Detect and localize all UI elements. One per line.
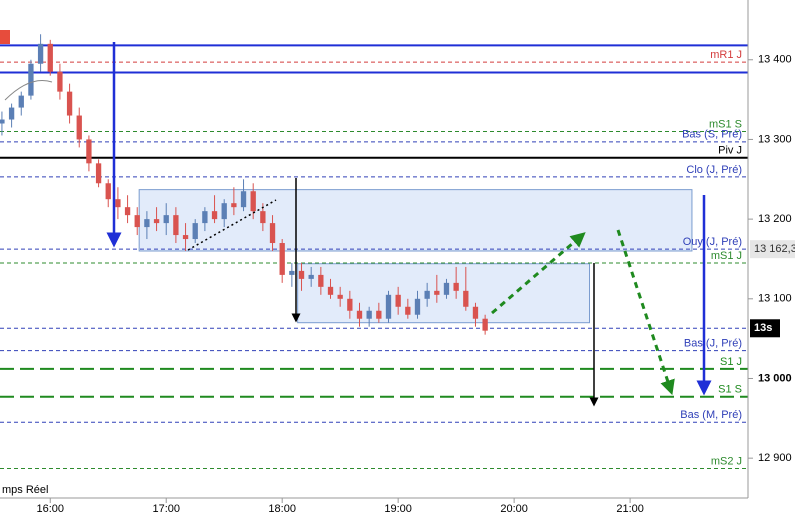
level-label: mR1 J — [710, 49, 742, 61]
x-tick-label: 16:00 — [36, 503, 64, 515]
y-tick-label: 13 200 — [758, 213, 792, 225]
candle-body — [327, 286, 334, 295]
level-label: Ouy (J, Pré) — [683, 236, 742, 248]
candle-body — [434, 290, 440, 295]
candle-body — [153, 219, 160, 224]
level-label: S1 J — [720, 356, 742, 368]
candle-body — [8, 107, 15, 120]
arrow — [491, 232, 586, 315]
candle-body — [163, 215, 169, 224]
price-tag — [750, 319, 780, 338]
candle-body — [115, 199, 121, 208]
candle-body — [95, 163, 102, 184]
zone — [138, 189, 693, 252]
candle-body — [57, 71, 63, 92]
candle-body — [37, 43, 44, 64]
candle-body — [86, 139, 92, 164]
x-tick-label: 21:00 — [616, 503, 644, 515]
candle-body — [182, 235, 189, 240]
candle-body — [318, 274, 324, 287]
level-label: Piv J — [718, 145, 742, 157]
candle-body — [289, 270, 295, 275]
candle-body — [279, 243, 285, 275]
candle-body — [211, 211, 218, 220]
close-tab[interactable] — [0, 30, 10, 44]
candle-body — [269, 223, 276, 244]
level-label: Bas (S, Pré) — [682, 129, 742, 141]
x-tick-label: 20:00 — [500, 503, 528, 515]
candle-body — [144, 219, 150, 228]
candle-body — [231, 203, 237, 208]
candle-body — [240, 191, 247, 208]
candle-body — [76, 115, 82, 140]
candle-body — [66, 91, 73, 116]
candle-body — [298, 270, 305, 279]
y-tick-label: 13 300 — [758, 133, 792, 145]
level-label: S1 S — [718, 384, 742, 396]
footer: mps Réel — [2, 484, 48, 496]
candle-body — [134, 215, 140, 228]
candle-body — [28, 63, 34, 96]
y-tick-label: 13 400 — [758, 54, 792, 66]
candle-body — [192, 223, 198, 240]
candle-body — [173, 215, 179, 236]
candle-body — [385, 294, 392, 319]
candle-body — [221, 203, 227, 220]
trend-line — [187, 199, 277, 251]
price-tag-label: 13s — [754, 322, 772, 334]
candle-body — [124, 207, 131, 216]
price-tag-label: 13 162,3 — [754, 243, 795, 255]
candle-body — [443, 282, 450, 295]
level-label: mS2 J — [711, 455, 742, 467]
level-label: Clo (J, Pré) — [686, 164, 742, 176]
x-tick-label: 18:00 — [268, 503, 296, 515]
candle-body — [405, 306, 411, 315]
candle-body — [0, 119, 5, 124]
candle-body — [337, 294, 343, 299]
y-tick-label: 13 000 — [758, 372, 792, 384]
candle-body — [250, 191, 256, 212]
zone — [297, 263, 591, 324]
level-label: mS1 J — [711, 250, 742, 262]
candle-body — [347, 298, 353, 311]
candle-body — [366, 310, 372, 319]
level-label: Bas (M, Pré) — [680, 409, 742, 421]
arrow — [616, 229, 675, 396]
annotations — [0, 30, 712, 407]
candle-body — [47, 43, 53, 72]
candle-body — [308, 274, 314, 279]
candle-body — [414, 298, 421, 315]
candle-body — [395, 294, 401, 307]
candle-body — [482, 318, 488, 331]
candle-body — [472, 306, 479, 319]
candle-body — [260, 211, 266, 224]
candle-body — [376, 310, 382, 319]
candle-body — [453, 282, 459, 291]
x-tick-label: 17:00 — [152, 503, 180, 515]
x-tick-label: 19:00 — [384, 503, 412, 515]
candle-body — [424, 290, 430, 299]
candle-body — [202, 211, 208, 224]
candle-body — [356, 310, 363, 319]
y-tick-label: 13 100 — [758, 293, 792, 305]
price-tag — [750, 240, 795, 259]
candle-body — [18, 95, 24, 108]
level-label: Bas (J, Pré) — [684, 337, 742, 349]
candle-body — [463, 290, 469, 307]
y-tick-label: 12 900 — [758, 452, 792, 464]
curve — [4, 80, 53, 101]
level-label: mS1 S — [709, 118, 742, 130]
candle-body — [105, 183, 111, 200]
